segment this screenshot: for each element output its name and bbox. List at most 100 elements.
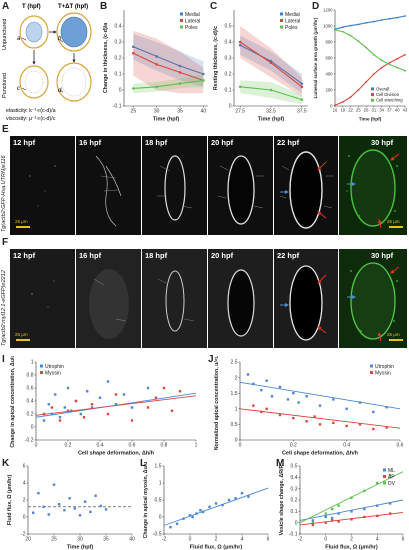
point-flux [89, 510, 92, 514]
y-tick-label: 1.5 [231, 391, 238, 397]
point-utrophin [42, 419, 46, 422]
y-tick-label: 2 [235, 375, 238, 381]
micro-f-22hpf: 22 hpf [274, 249, 338, 348]
point-poles [269, 88, 273, 92]
point-medial [178, 64, 182, 68]
y-tick-label: 0 [119, 88, 122, 94]
scale-label: 25 μm [387, 219, 400, 224]
point-lateral [155, 63, 158, 66]
panel-label-j: J [208, 354, 214, 365]
scale-label: 25 μm [15, 332, 28, 337]
point-utrophin [297, 401, 300, 404]
point-utrophin [292, 392, 295, 395]
y-axis-label: Resting thickness, (c-d)/c [213, 26, 219, 90]
y-tick-label: -0.1 [289, 532, 298, 538]
x-tick-label: 0.2 [290, 443, 297, 449]
point-dv [324, 512, 327, 515]
point-lateral [238, 40, 242, 44]
x-tick-label: 0.4 [97, 443, 104, 449]
point-utrophin [54, 393, 57, 396]
point-utrophin [79, 412, 82, 416]
y-tick-label: 1000 [323, 23, 333, 28]
point-cell-division [380, 66, 383, 69]
legend-swatch-cell-division [371, 93, 374, 97]
y-tick-label: 1 [159, 481, 162, 487]
y-tick-label: 0.5 [225, 24, 232, 30]
lumen-collapsed [24, 70, 44, 94]
point-myosin [82, 416, 86, 419]
chart-l: -2 0 2 4 6 -0.5 0 0.5 1 1.5 Fluid flux, Ω (μm/hr) C… [143, 462, 270, 550]
y-tick-label: 2.5 [231, 360, 238, 366]
legend-swatch-medial [180, 12, 183, 16]
point-overall [365, 21, 368, 24]
micro-e-18hpf: 18 hpf [142, 136, 207, 235]
point-ml [330, 516, 334, 520]
y-tick-label: 4 [23, 481, 26, 487]
y-tick-label: -0.2 [25, 438, 34, 444]
legend-swatch-poles [280, 25, 283, 29]
point-myosin [106, 412, 110, 416]
point-utrophin [90, 406, 94, 409]
point-myosin [66, 409, 70, 412]
band-poles [240, 80, 302, 105]
y-tick-label: 0.4 [291, 475, 298, 481]
micro-f-20hpf: 20 hpf [208, 249, 273, 348]
point-cell-stretching [396, 66, 399, 69]
y-tick-label: 600 [326, 55, 334, 60]
x-tick-label: 32.5 [266, 109, 276, 115]
micro-e-20hpf: 20 hpf [208, 136, 273, 235]
x-tick-label: 4 [241, 537, 244, 543]
cell-texture [10, 249, 75, 348]
point-cell-stretching [341, 30, 344, 33]
point-poles [202, 79, 205, 82]
point-utrophin [114, 403, 118, 406]
y-tick-label: 0 [295, 520, 298, 526]
panel-label-a: A [2, 1, 10, 12]
point-lateral [132, 51, 135, 55]
y-tick-label: 0 [23, 515, 26, 521]
band-medial [240, 35, 302, 94]
legend-entry-cell-division: Cell Division [376, 92, 400, 97]
point-myosin [74, 399, 78, 403]
x-tick-label: 6 [402, 537, 405, 543]
point-flux [32, 511, 35, 514]
y-tick-label: 400 [326, 71, 334, 76]
legend-swatch-dv [383, 481, 386, 485]
x-tick-label: 40 [201, 109, 207, 115]
point-poles [178, 82, 182, 85]
micro-e-22hpf: 22 hpf [274, 136, 338, 235]
x-tick-label: 19 [340, 108, 345, 113]
micro-f-12hpf: 12 hpf 25 μm [10, 249, 75, 348]
x-axis-label: Time (hpf) [153, 117, 180, 123]
point-dv [330, 507, 334, 511]
x-tick-label: -2 [298, 537, 303, 543]
point-flux [104, 508, 108, 511]
legend-entry-myosin: Myosin [375, 371, 391, 377]
x-tick-label: 31 [372, 108, 377, 113]
time-label: 22 hpf [277, 138, 300, 147]
y-tick-label: 1.5 [155, 464, 162, 470]
point-myosin [227, 498, 231, 502]
chart-j: 0 0.2 0.4 0.6 0 0.5 1 1.5 2 2.5 Cell shape deforma… [214, 356, 404, 456]
legend-swatch-medial [280, 12, 283, 16]
point-cell-stretching [334, 29, 336, 31]
series-line-overall [334, 15, 406, 30]
time-label: 16 hpf [79, 138, 102, 147]
lumen-relaxed [61, 67, 87, 97]
panel-label-g: G [340, 124, 348, 135]
legend-entry-poles: Poles [285, 25, 298, 31]
x-tick-label: 25 [356, 108, 361, 113]
chart-b: 25 30 35 40 -0.1 0 0.1 0.2 0.3 0.4 Time (hpf) Chang… [103, 10, 208, 123]
green-texture [339, 249, 407, 348]
legend-swatch-ml [383, 468, 386, 472]
point-ml [324, 515, 327, 519]
point-ml [363, 507, 366, 511]
point-ap [311, 523, 315, 527]
point-ml [311, 519, 315, 522]
series-line-poles [133, 79, 204, 89]
cell-texture [279, 151, 334, 229]
y-tick-label: 0.2 [115, 56, 122, 62]
y-tick-label: 2 [23, 498, 26, 504]
point-cell-division [349, 96, 352, 99]
point-cell-division [341, 101, 344, 103]
